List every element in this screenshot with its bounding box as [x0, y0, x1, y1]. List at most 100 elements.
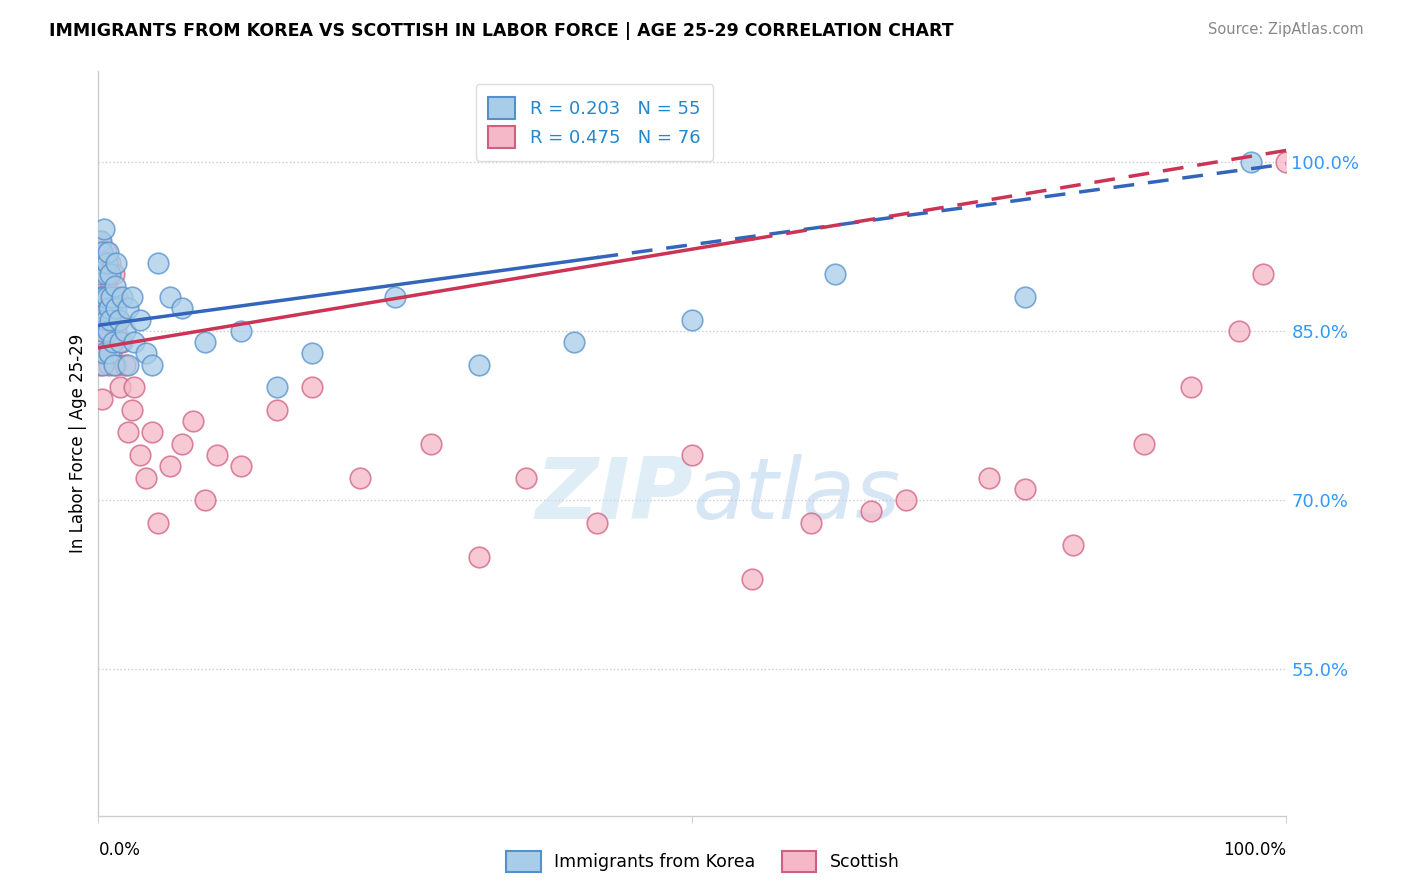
Point	[89, 290, 111, 304]
Point	[89, 268, 111, 282]
Point	[207, 448, 229, 462]
Point	[94, 278, 117, 293]
Point	[90, 324, 112, 338]
Point	[586, 516, 609, 530]
Point	[91, 244, 114, 259]
Point	[108, 380, 131, 394]
Point	[93, 346, 115, 360]
Point	[98, 346, 121, 360]
Point	[104, 278, 127, 293]
Point	[94, 312, 117, 326]
Point	[100, 301, 122, 316]
Text: ZIP: ZIP	[534, 454, 692, 537]
Point	[89, 358, 111, 372]
Point	[129, 448, 152, 462]
Point	[114, 358, 136, 372]
Point	[93, 290, 115, 304]
Point	[98, 290, 121, 304]
Point	[105, 256, 128, 270]
Point	[1227, 324, 1250, 338]
Point	[562, 335, 585, 350]
Point	[91, 335, 114, 350]
Point	[141, 358, 163, 372]
Point	[91, 346, 114, 360]
Point	[87, 312, 110, 326]
Point	[135, 346, 157, 360]
Point	[105, 358, 128, 372]
Point	[90, 312, 112, 326]
Point	[90, 268, 112, 282]
Point	[114, 324, 136, 338]
Point	[97, 268, 120, 282]
Point	[94, 268, 117, 282]
Point	[117, 425, 139, 440]
Point	[111, 290, 134, 304]
Point	[101, 335, 124, 350]
Legend: Immigrants from Korea, Scottish: Immigrants from Korea, Scottish	[499, 844, 907, 879]
Point	[98, 256, 121, 270]
Point	[105, 324, 128, 338]
Legend: R = 0.203   N = 55, R = 0.475   N = 76: R = 0.203 N = 55, R = 0.475 N = 76	[475, 84, 713, 161]
Point	[384, 290, 406, 304]
Point	[107, 312, 129, 326]
Point	[194, 335, 217, 350]
Point	[103, 358, 125, 372]
Point	[91, 290, 114, 304]
Point	[98, 358, 121, 372]
Point	[301, 380, 323, 394]
Point	[94, 244, 117, 259]
Point	[91, 312, 114, 326]
Point	[90, 301, 112, 316]
Point	[129, 312, 152, 326]
Point	[89, 234, 111, 248]
Point	[91, 392, 114, 406]
Point	[467, 358, 489, 372]
Point	[90, 256, 112, 270]
Point	[681, 312, 703, 326]
Point	[159, 459, 181, 474]
Point	[420, 436, 443, 450]
Point	[91, 268, 114, 282]
Text: atlas: atlas	[692, 454, 900, 537]
Point	[91, 244, 114, 259]
Point	[266, 403, 288, 417]
Text: Source: ZipAtlas.com: Source: ZipAtlas.com	[1208, 22, 1364, 37]
Point	[98, 268, 121, 282]
Point	[91, 301, 114, 316]
Point	[301, 346, 323, 360]
Point	[135, 470, 157, 484]
Point	[896, 493, 918, 508]
Point	[87, 244, 110, 259]
Text: IMMIGRANTS FROM KOREA VS SCOTTISH IN LABOR FORCE | AGE 25-29 CORRELATION CHART: IMMIGRANTS FROM KOREA VS SCOTTISH IN LAB…	[49, 22, 953, 40]
Point	[159, 290, 181, 304]
Point	[1014, 482, 1036, 496]
Y-axis label: In Labor Force | Age 25-29: In Labor Force | Age 25-29	[69, 334, 87, 553]
Point	[467, 549, 489, 564]
Point	[90, 234, 112, 248]
Point	[105, 301, 128, 316]
Point	[1133, 436, 1156, 450]
Point	[194, 493, 217, 508]
Point	[515, 470, 537, 484]
Point	[266, 380, 288, 394]
Point	[103, 335, 125, 350]
Point	[107, 312, 129, 326]
Point	[104, 290, 127, 304]
Point	[1251, 268, 1274, 282]
Point	[824, 268, 846, 282]
Point	[1180, 380, 1202, 394]
Point	[98, 312, 121, 326]
Point	[979, 470, 1001, 484]
Point	[91, 358, 114, 372]
Point	[93, 222, 115, 236]
Point	[101, 312, 124, 326]
Point	[141, 425, 163, 440]
Point	[1062, 538, 1084, 552]
Point	[87, 312, 110, 326]
Point	[100, 346, 122, 360]
Point	[122, 380, 145, 394]
Point	[229, 459, 252, 474]
Point	[90, 256, 112, 270]
Text: 0.0%: 0.0%	[98, 841, 141, 859]
Point	[121, 290, 143, 304]
